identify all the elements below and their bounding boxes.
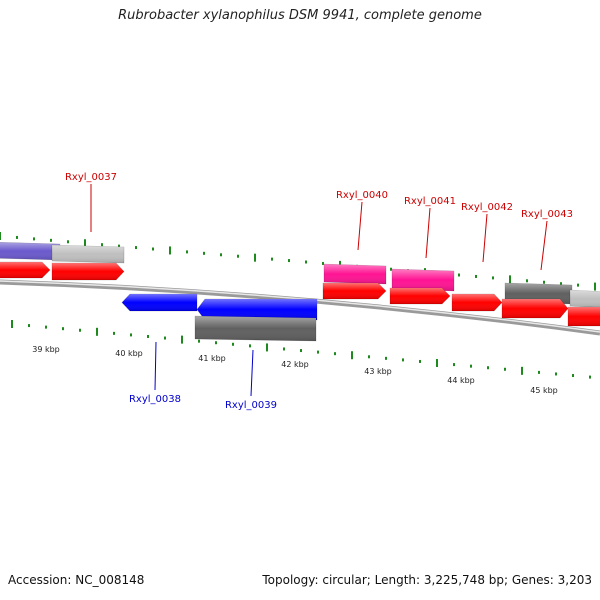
kbp-label: 42 kbp (281, 360, 309, 369)
features (0, 241, 600, 342)
Rxyl_0040-cds-shine (323, 283, 386, 299)
kbp-label: 41 kbp (198, 354, 226, 363)
gene-label-forward: Rxyl_0040 (336, 190, 388, 201)
Rxyl_0041-cds-shine (390, 288, 450, 304)
kbp-label: 39 kbp (32, 345, 60, 354)
kbp-labels: 39 kbp 40 kbp 41 kbp 42 kbp 43 kbp 44 kbp 45 k… (32, 345, 558, 395)
gene-label-forward: Rxyl_0037 (65, 172, 117, 183)
Rxyl_0037-gene-shine (52, 245, 124, 263)
upstream-cds-shine (0, 262, 50, 278)
Rxyl_0043-gene-shine (505, 283, 572, 304)
gene-label-reverse: Rxyl_0039 (225, 400, 277, 411)
downstream-cds-shine (568, 307, 600, 326)
kbp-label: 45 kbp (530, 386, 558, 395)
kbp-label: 40 kbp (115, 349, 143, 358)
Rxyl_0042-cds-shine (452, 294, 502, 311)
leader-line (540, 220, 548, 271)
leader-line (357, 201, 363, 251)
Rxyl_0039-gene-shine (195, 316, 316, 341)
Rxyl_0038-cds-shine (122, 294, 197, 311)
Rxyl_0043-cds-shine (502, 299, 568, 318)
accession-text: Accession: NC_008148 (8, 573, 145, 587)
Rxyl_0037-cds-shine (52, 263, 124, 280)
map-title: Rubrobacter xylanophilus DSM 9941, compl… (118, 8, 482, 23)
Rxyl_0041-gene-shine (392, 269, 454, 291)
gene-label-reverse: Rxyl_0038 (129, 394, 181, 405)
leader-line (425, 207, 431, 259)
backbone-highlight (0, 280, 600, 333)
kbp-label: 44 kbp (447, 376, 475, 385)
Rxyl_0039-cds-shine (197, 299, 317, 320)
gene-label-forward: Rxyl_0041 (404, 196, 456, 207)
upstream-gene-purple-shine (0, 242, 60, 260)
leader-line (250, 349, 254, 397)
downstream-gene-shine (570, 290, 600, 308)
Rxyl_0040-gene-shine (324, 264, 386, 284)
leader-line (154, 341, 157, 391)
gene-label-forward: Rxyl_0042 (461, 202, 513, 213)
genome-stats: Topology: circular; Length: 3,225,748 bp… (262, 573, 592, 587)
gene-labels: Rxyl_0037 Rxyl_0040 Rxyl_0041 Rxyl_0042 Rxyl… (65, 172, 573, 411)
leader-line (482, 213, 488, 263)
kbp-label: 43 kbp (364, 367, 392, 376)
gene-label-forward: Rxyl_0043 (521, 209, 573, 220)
